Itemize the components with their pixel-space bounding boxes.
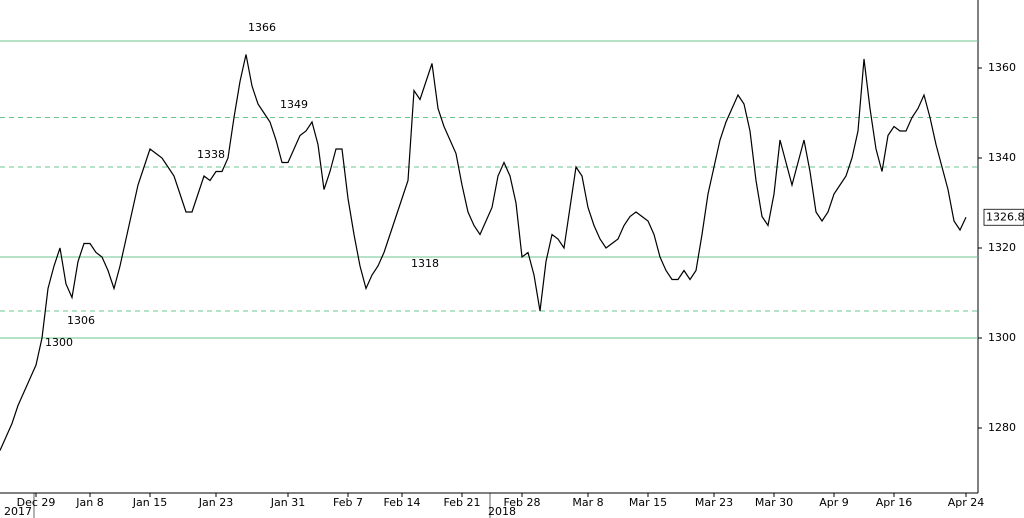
y-tick-label: 1340 (988, 151, 1016, 164)
x-tick-label: Mar 30 (755, 496, 793, 509)
x-tick-label: Mar 23 (695, 496, 733, 509)
y-tick-label: 1300 (988, 331, 1016, 344)
year-label: 2018 (488, 505, 516, 518)
x-tick-label: Feb 7 (333, 496, 363, 509)
x-tick-label: Apr 24 (948, 496, 985, 509)
y-tick-label: 1320 (988, 241, 1016, 254)
level-label: 1349 (280, 98, 308, 111)
x-tick-label: Jan 8 (75, 496, 103, 509)
x-tick-label: Mar 15 (629, 496, 667, 509)
level-label: 1306 (67, 314, 95, 327)
last-price-box (983, 208, 1024, 226)
x-tick-label: Apr 9 (819, 496, 849, 509)
x-tick-label: Feb 14 (384, 496, 421, 509)
last-price-label: 1326.83 (986, 210, 1024, 223)
x-tick-label: Jan 31 (270, 496, 305, 509)
x-tick-label: Jan 15 (132, 496, 167, 509)
level-label: 1318 (411, 257, 439, 270)
x-tick-label: Feb 28 (504, 496, 541, 509)
x-tick-label: Apr 16 (876, 496, 913, 509)
x-tick-label: Feb 21 (444, 496, 481, 509)
x-tick-label: Jan 23 (198, 496, 233, 509)
y-tick-label: 1280 (988, 421, 1016, 434)
year-label: 2017 (4, 505, 32, 518)
y-tick-label: 1360 (988, 61, 1016, 74)
price-line (0, 54, 967, 451)
x-tick-label: Dec 29 (17, 496, 56, 509)
level-label: 1366 (248, 21, 276, 34)
x-tick-label: Mar 8 (572, 496, 603, 509)
level-label: 1338 (197, 148, 225, 161)
level-label: 1300 (45, 336, 73, 349)
